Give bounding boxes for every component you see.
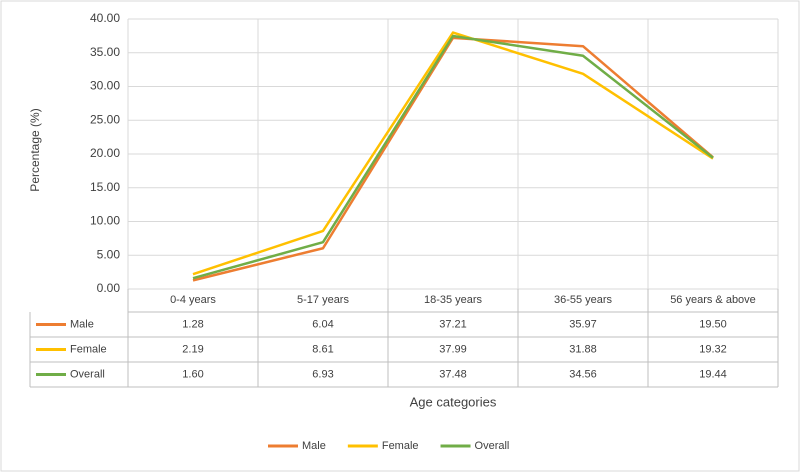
x-tick-label: 5-17 years [297,294,349,306]
table-cell: 37.21 [439,318,467,330]
table-cell: 19.44 [699,368,727,380]
table-cell: 37.99 [439,343,467,355]
y-tick-label: 25.00 [90,112,120,126]
y-tick-label: 20.00 [90,146,120,160]
y-tick-label: 40.00 [90,11,120,25]
x-axis-label: Age categories [410,394,497,409]
table-row-label: Female [70,343,107,355]
table-cell: 35.97 [569,318,597,330]
table-row-label: Overall [70,368,105,380]
x-tick-label: 0-4 years [170,294,216,306]
y-axis-label: Percentage (%) [28,108,42,191]
table-cell: 19.32 [699,343,727,355]
y-tick-label: 30.00 [90,79,120,93]
table-cell: 8.61 [312,343,333,355]
x-tick-label: 18-35 years [424,294,483,306]
table-cell: 37.48 [439,368,467,380]
x-tick-label: 56 years & above [670,294,756,306]
x-tick-label: 36-55 years [554,294,613,306]
line [192,31,714,276]
legend-label: Overall [475,440,510,452]
y-tick-label: 15.00 [90,180,120,194]
table-cell: 6.04 [312,318,333,330]
y-tick-label: 5.00 [97,247,121,261]
table-cell: 1.60 [182,368,203,380]
y-tick-label: 0.00 [97,281,121,295]
table-row-label: Male [70,318,94,330]
y-tick-label: 35.00 [90,45,120,59]
table-cell: 34.56 [569,368,597,380]
table-cell: 2.19 [182,343,203,355]
table-cell: 6.93 [312,368,333,380]
table-cell: 19.50 [699,318,727,330]
legend-label: Male [302,440,326,452]
table-cell: 31.88 [569,343,597,355]
table-cell: 1.28 [182,318,203,330]
legend-label: Female [382,440,419,452]
y-tick-label: 10.00 [90,214,120,228]
line [192,34,714,280]
